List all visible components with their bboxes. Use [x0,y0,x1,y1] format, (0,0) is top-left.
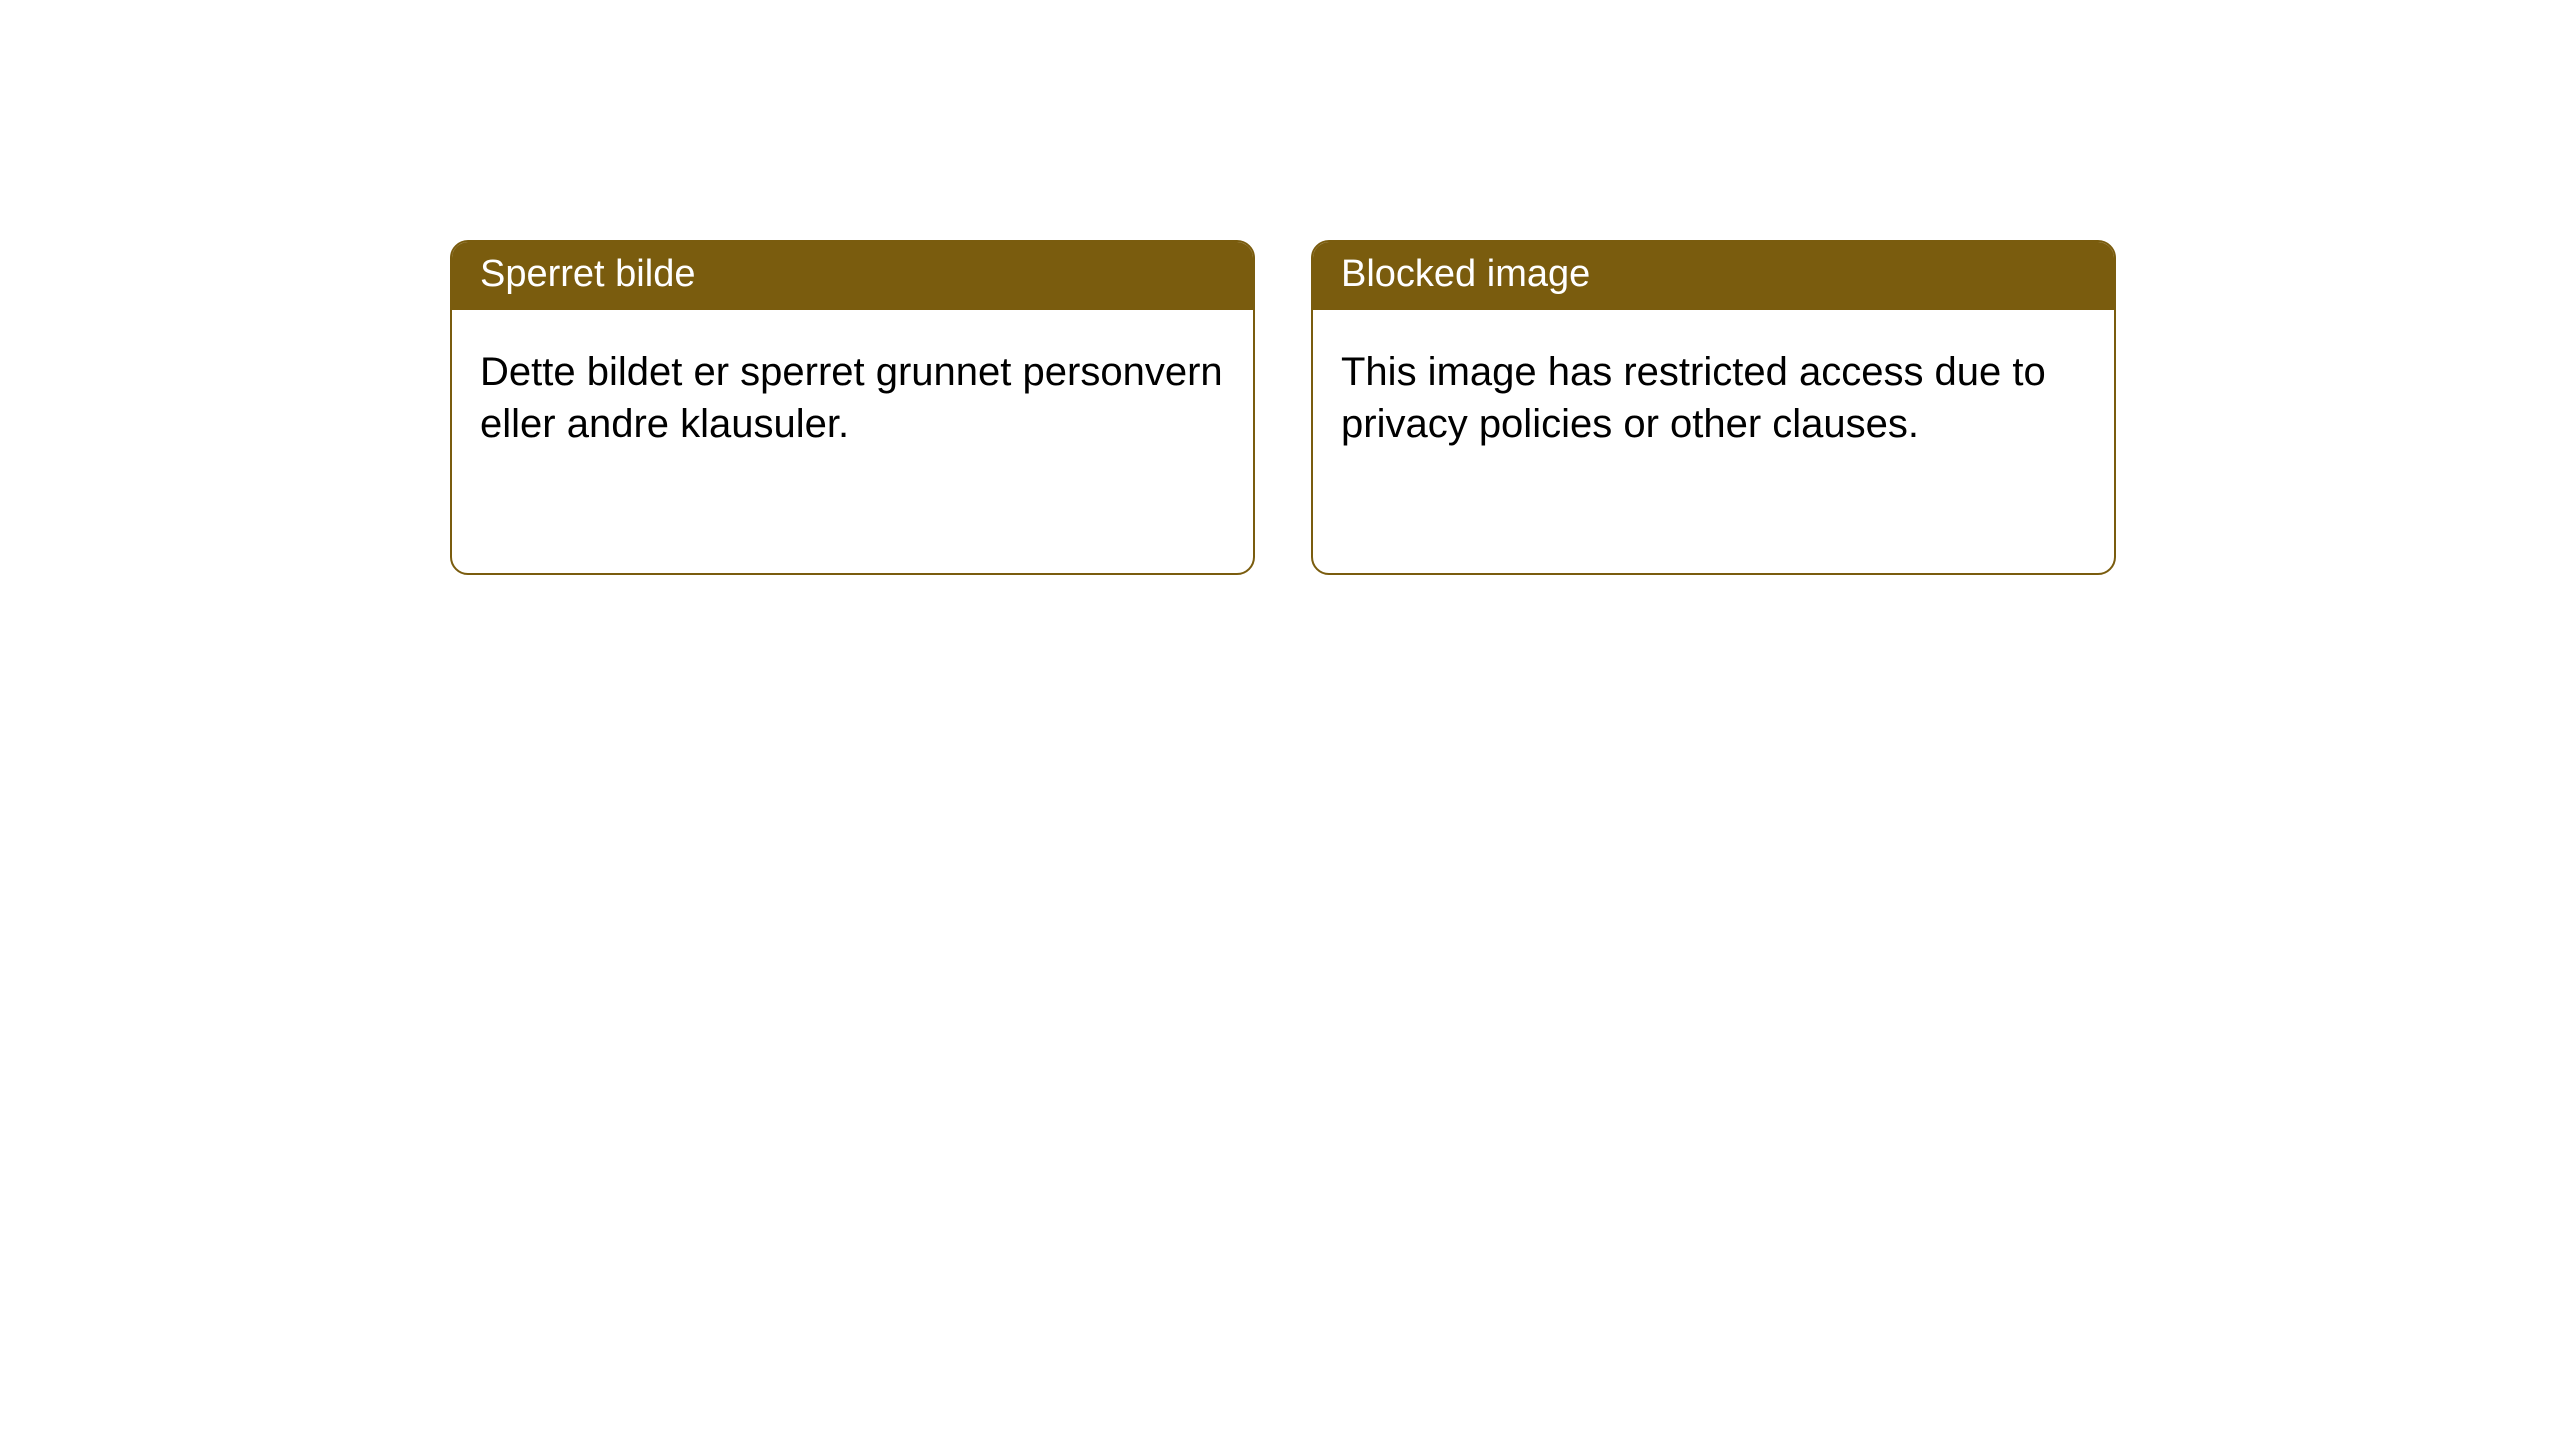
notice-card-english: Blocked image This image has restricted … [1311,240,2116,575]
notice-title-norwegian: Sperret bilde [452,242,1253,310]
notice-body-english: This image has restricted access due to … [1313,310,2114,488]
notice-body-norwegian: Dette bildet er sperret grunnet personve… [452,310,1253,488]
notice-card-norwegian: Sperret bilde Dette bildet er sperret gr… [450,240,1255,575]
notice-container: Sperret bilde Dette bildet er sperret gr… [0,0,2560,575]
notice-title-english: Blocked image [1313,242,2114,310]
